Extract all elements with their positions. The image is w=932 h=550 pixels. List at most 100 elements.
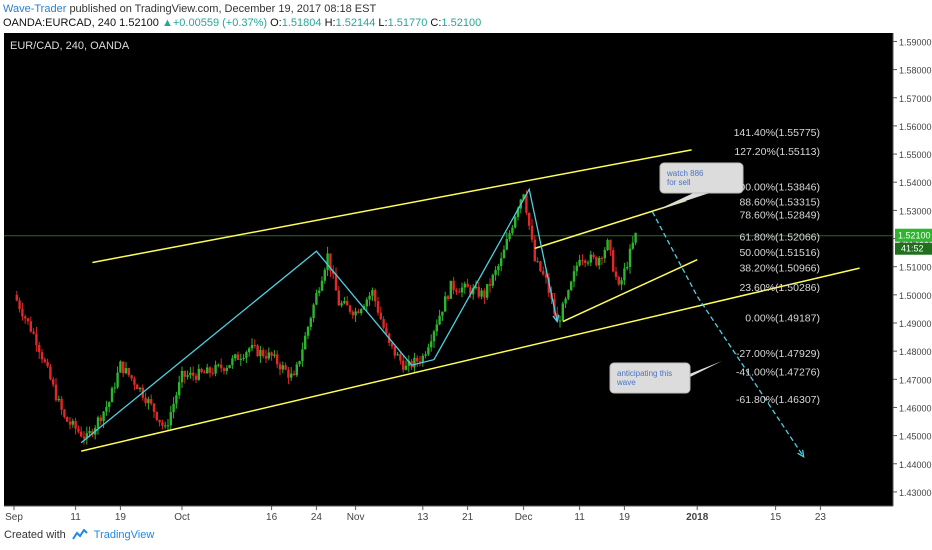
bull-candle: [189, 372, 192, 376]
bull-candle: [441, 311, 444, 316]
bear-candle: [595, 257, 598, 266]
bear-candle: [292, 373, 296, 376]
countdown-label: 41:52: [901, 244, 924, 254]
note-text-line: wave: [616, 378, 636, 387]
bull-candle: [570, 281, 573, 291]
bear-candle: [66, 416, 69, 422]
bear-candle: [612, 250, 615, 272]
bear-candle: [236, 354, 240, 360]
bear-candle: [284, 365, 287, 370]
bull-candle: [259, 350, 262, 357]
plot-background: [4, 33, 893, 506]
bull-candle: [516, 208, 520, 218]
symbol-info: OANDA:EURCAD, 240 1.52100 ▲+0.00559 (+0.…: [3, 17, 481, 29]
bull-candle: [231, 358, 234, 366]
bear-candle: [542, 271, 545, 275]
bear-candle: [399, 354, 402, 361]
bear-candle: [351, 311, 354, 316]
footer: Created with TradingView: [4, 529, 154, 541]
bull-candle: [214, 364, 217, 374]
note-box: [609, 362, 691, 394]
bear-candle: [278, 364, 282, 370]
x-tick-label: Sep: [5, 512, 23, 523]
bull-candle: [234, 354, 237, 359]
author-link[interactable]: Wave-Trader: [3, 3, 67, 15]
bull-candle: [486, 284, 489, 298]
bull-candle: [273, 354, 276, 356]
publish-text: published on TradingView.com, December 1…: [69, 3, 377, 15]
price-chart[interactable]: EUR/CAD, 240, OANDA 141.40%(1.55775) 127.…: [0, 33, 932, 525]
bull-candle: [108, 402, 111, 407]
bull-candle: [628, 248, 632, 267]
bear-candle: [155, 411, 158, 420]
bear-candle: [455, 289, 458, 292]
bear-candle: [35, 333, 38, 345]
bear-candle: [24, 316, 27, 319]
y-tick-label: 1.54000: [899, 178, 932, 188]
bull-candle: [116, 372, 119, 388]
bull-candle: [564, 298, 567, 304]
bear-candle: [544, 274, 548, 278]
y-tick-label: 1.58000: [899, 66, 932, 76]
x-tick-label: 19: [115, 512, 127, 523]
bear-candle: [600, 257, 604, 259]
bull-candle: [444, 296, 447, 312]
wave-path-arrowhead: [552, 314, 560, 324]
bear-candle: [43, 359, 46, 362]
y-tick-label: 1.46000: [899, 403, 932, 413]
bull-candle: [558, 320, 562, 322]
bear-candle: [446, 296, 450, 299]
bear-candle: [270, 352, 273, 356]
bear-candle: [77, 428, 80, 432]
bull-candle: [438, 315, 441, 325]
bull-candle: [396, 354, 399, 356]
bull-candle: [309, 318, 312, 327]
countdown-box: [895, 242, 932, 255]
bear-candle: [379, 312, 382, 320]
fib-level-label: 61.80%(1.52066): [739, 232, 820, 244]
note-text-line: anticipating this: [617, 369, 672, 378]
bull-candle: [326, 253, 329, 270]
y-tick-label: 1.56000: [899, 122, 932, 132]
fib-level-label: 100.00%(1.53846): [734, 182, 820, 194]
bull-candle: [620, 280, 623, 285]
bear-candle: [393, 346, 396, 356]
bear-candle: [556, 313, 559, 321]
y-tick-label: 1.55000: [899, 150, 932, 160]
low-value: 1.51770: [387, 17, 428, 29]
x-tick-label: 11: [70, 512, 81, 523]
bear-candle: [122, 361, 125, 374]
bear-candle: [348, 305, 352, 312]
tradingview-brand[interactable]: TradingView: [93, 529, 155, 541]
bear-candle: [150, 399, 153, 404]
bull-candle: [480, 290, 483, 297]
y-tick-label: 1.50000: [899, 291, 932, 301]
bear-candle: [466, 283, 469, 288]
bull-candle: [578, 259, 581, 266]
bear-candle: [54, 384, 58, 401]
bear-candle: [222, 368, 226, 371]
bear-candle: [74, 420, 77, 429]
y-tick-label: 1.57000: [899, 94, 932, 104]
wave-path: [80, 187, 558, 444]
symbol-label: OANDA:EURCAD, 240: [3, 17, 117, 29]
y-tick-label: 1.47000: [899, 375, 932, 385]
bull-candle: [354, 311, 357, 316]
x-tick-label: 19: [619, 512, 631, 523]
bull-candle: [217, 364, 220, 366]
bull-candle: [102, 411, 105, 422]
fib-level-label: 38.20%(1.50966): [739, 263, 820, 275]
bull-candle: [435, 324, 438, 332]
bull-candle: [634, 232, 637, 243]
bull-candle: [197, 368, 200, 380]
y-tick-label: 1.43000: [899, 488, 932, 498]
bull-candle: [248, 348, 251, 353]
y-tick-label: 1.44000: [899, 460, 932, 470]
bear-candle: [592, 254, 595, 258]
bear-candle: [452, 280, 455, 290]
y-tick-label: 1.49000: [899, 319, 932, 329]
fib-level-label: 0.00%(1.49187): [745, 313, 820, 325]
bull-candle: [497, 265, 500, 271]
